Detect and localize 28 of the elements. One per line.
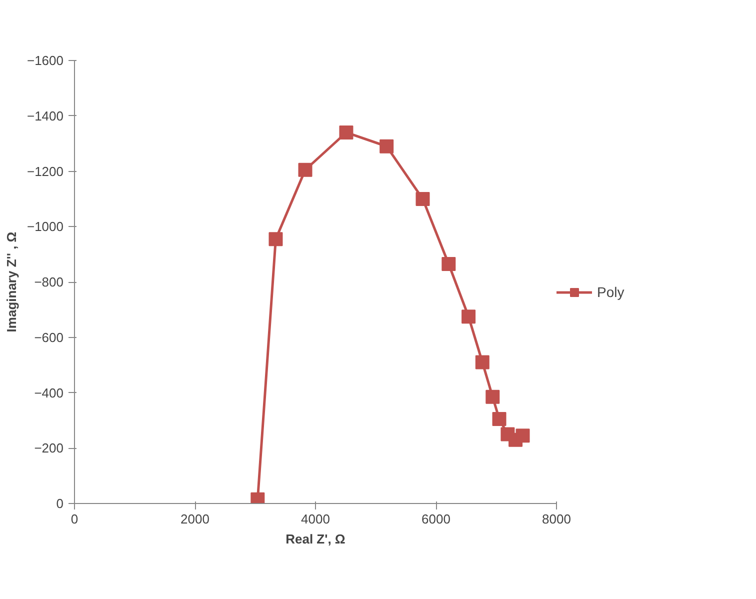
point xyxy=(492,412,506,426)
legend-label: Poly xyxy=(597,284,624,300)
point xyxy=(462,310,476,324)
x-tick-label: 8000 xyxy=(542,512,571,526)
y-tick-label: 0 xyxy=(56,496,64,511)
y-tick-label: −1400 xyxy=(26,108,64,124)
point xyxy=(416,192,430,206)
point xyxy=(298,162,312,177)
point xyxy=(442,257,456,272)
y-tick-label: −200 xyxy=(34,440,64,456)
y-tick-label: −1000 xyxy=(26,219,64,234)
y-tick-label: −1200 xyxy=(26,164,64,179)
point xyxy=(268,232,283,246)
point xyxy=(339,125,354,140)
y-axis-title: Imaginary Z'' , Ω xyxy=(4,232,19,332)
x-axis-title: Real Z', Ω xyxy=(286,532,346,546)
y-tick-label: −1600 xyxy=(26,53,64,68)
x-tick-label: 2000 xyxy=(180,512,210,526)
x-tick-label: 0 xyxy=(70,512,78,526)
point xyxy=(516,428,530,443)
point xyxy=(475,355,490,370)
point xyxy=(380,139,394,154)
point xyxy=(486,390,500,404)
x-tick-label: 4000 xyxy=(301,512,330,526)
y-tick-label: −400 xyxy=(34,385,64,400)
y-tick-label: −800 xyxy=(34,274,64,290)
x-tick-label: 6000 xyxy=(422,512,450,526)
y-tick-label: −600 xyxy=(34,330,64,345)
